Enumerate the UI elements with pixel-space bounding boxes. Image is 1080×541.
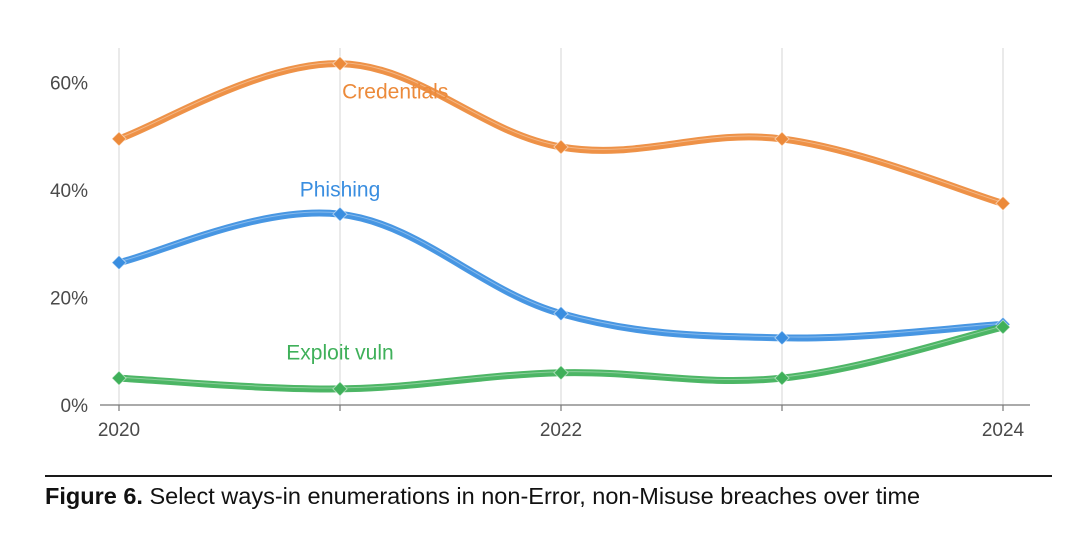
series-phishing — [111, 206, 1011, 346]
caption-text: Select ways-in enumerations in non-Error… — [142, 483, 921, 509]
series-credentials — [111, 55, 1011, 212]
figure-caption: Figure 6. Select ways-in enumerations in… — [45, 483, 1055, 510]
caption-rule — [45, 475, 1052, 477]
data-point-credentials-2024 — [995, 195, 1011, 212]
data-point-phishing-2021 — [332, 206, 348, 222]
y-tick-label: 60% — [50, 74, 88, 95]
series-label-credentials: Credentials — [342, 81, 448, 104]
y-tick-label: 20% — [50, 289, 88, 310]
y-tick-label: 0% — [61, 396, 89, 417]
series-labels: Credentials Phishing Exploit vuln — [286, 81, 448, 365]
x-tick-label: 2022 — [540, 420, 582, 441]
data-point-exploit-vuln-2020 — [111, 370, 127, 386]
x-tick-label: 2024 — [982, 420, 1025, 441]
y-tick-labels: 0% 20% 40% 60% — [50, 74, 88, 418]
series-label-exploit-vuln: Exploit vuln — [286, 341, 393, 364]
series-layer — [111, 55, 1011, 397]
data-point-credentials-2021 — [332, 55, 348, 72]
vertical-gridlines — [118, 48, 1004, 405]
data-point-exploit-vuln-2023 — [774, 370, 790, 386]
data-point-phishing-2022 — [553, 305, 569, 322]
data-point-credentials-2020 — [111, 131, 127, 147]
series-exploit-vuln — [111, 319, 1011, 397]
data-point-exploit-vuln-2022 — [553, 364, 569, 381]
series-label-phishing: Phishing — [300, 178, 381, 201]
x-tick-label: 2020 — [98, 420, 140, 441]
data-point-exploit-vuln-2021 — [332, 381, 348, 397]
data-point-credentials-2023 — [774, 131, 790, 147]
caption-number: Figure 6. — [45, 483, 143, 509]
line-chart: 0% 20% 40% 60% 2020 2022 2024 Credentials Phis… — [50, 48, 1030, 441]
axes — [100, 404, 1030, 411]
data-point-phishing-2020 — [111, 254, 127, 271]
data-point-credentials-2022 — [553, 139, 569, 155]
x-tick-labels: 2020 2022 2024 — [98, 420, 1025, 441]
y-tick-label: 40% — [50, 181, 88, 202]
data-point-phishing-2023 — [774, 330, 790, 346]
data-point-exploit-vuln-2024 — [995, 319, 1011, 335]
